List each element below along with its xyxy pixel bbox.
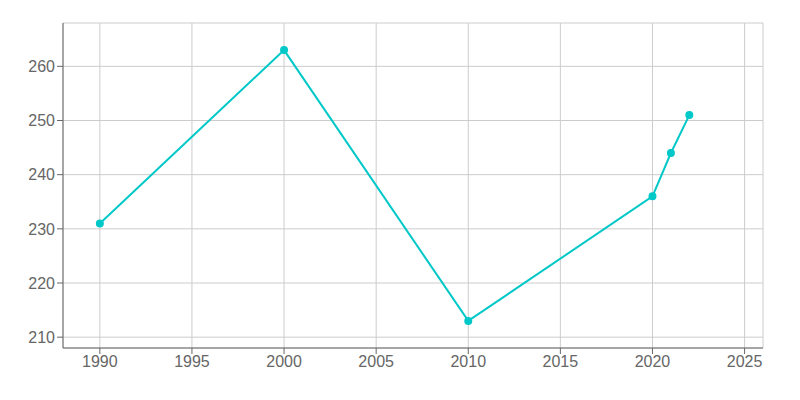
svg-text:2005: 2005 — [358, 353, 394, 370]
svg-text:1995: 1995 — [174, 353, 210, 370]
svg-text:2020: 2020 — [635, 353, 671, 370]
svg-text:2015: 2015 — [543, 353, 579, 370]
svg-text:2025: 2025 — [727, 353, 763, 370]
svg-text:2000: 2000 — [266, 353, 302, 370]
svg-text:2010: 2010 — [450, 353, 486, 370]
svg-text:230: 230 — [28, 221, 55, 238]
svg-text:250: 250 — [28, 112, 55, 129]
svg-text:220: 220 — [28, 275, 55, 292]
svg-text:260: 260 — [28, 58, 55, 75]
svg-text:1990: 1990 — [82, 353, 118, 370]
svg-text:240: 240 — [28, 166, 55, 183]
svg-text:210: 210 — [28, 329, 55, 346]
